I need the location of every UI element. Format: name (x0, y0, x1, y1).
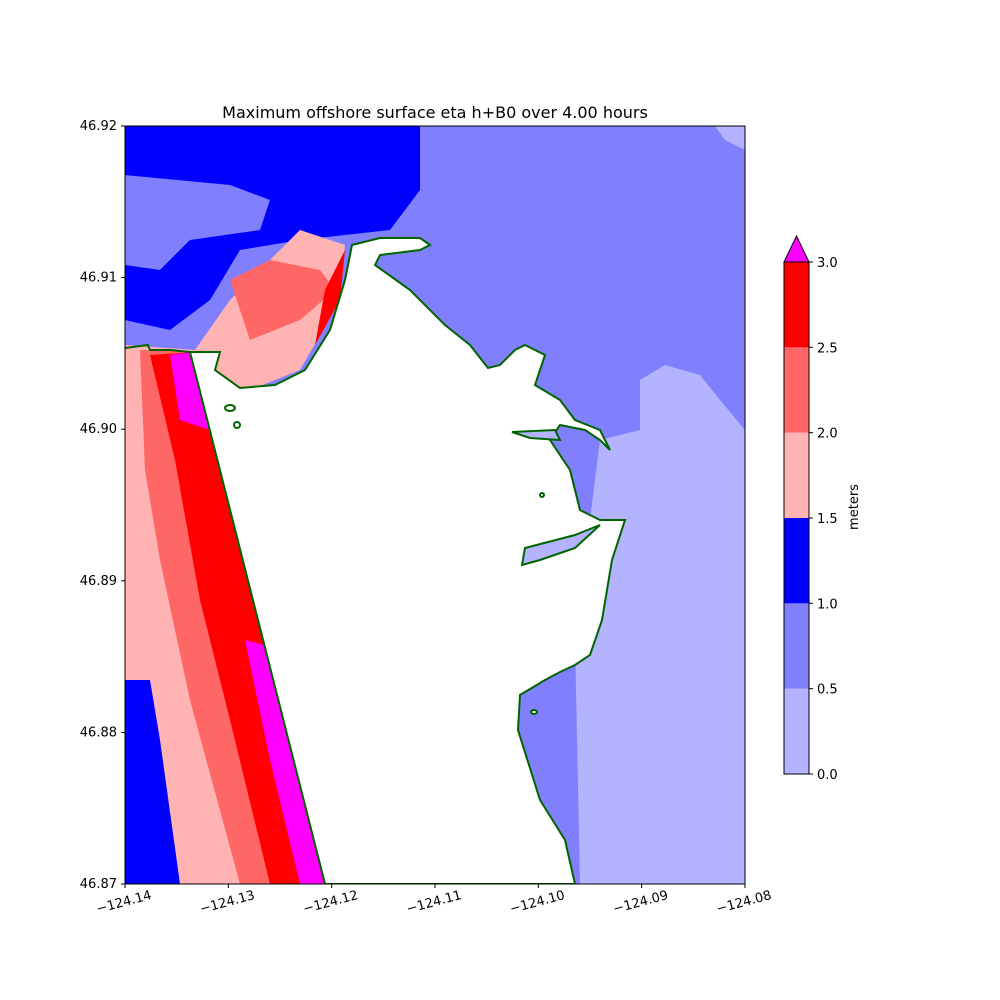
region-level-0.0-0.5-corner (715, 126, 745, 150)
x-axis: −124.14 −124.13 −124.12 −124.11 −124.10 −124.… (95, 884, 773, 917)
map-axes (125, 126, 745, 884)
colorbar-segment (784, 518, 809, 604)
x-tick-label: −124.09 (612, 888, 670, 917)
colorbar-segment (784, 347, 809, 433)
shoreline-slough (511, 428, 562, 442)
colorbar-tick-label: 0.0 (817, 768, 838, 783)
colorbar-segment (784, 688, 809, 774)
y-tick-label: 46.92 (80, 119, 117, 134)
region-level-above-3.0 (170, 352, 325, 884)
x-tick-label: −124.14 (95, 888, 153, 917)
colorbar-tick-label: 1.5 (817, 512, 838, 527)
y-tick-label: 46.87 (80, 877, 117, 892)
x-tick-label: −124.08 (715, 888, 773, 917)
colorbar-label: meters (847, 484, 862, 530)
x-tick-label: −124.12 (302, 888, 360, 917)
colorbar-extend-arrow (783, 234, 810, 263)
chart-title: Maximum offshore surface eta h+B0 over 4… (222, 103, 648, 122)
colorbar-tick-label: 0.5 (817, 683, 838, 698)
colorbar-tick-label: 2.5 (817, 341, 838, 356)
shoreline-inlet (520, 524, 601, 567)
y-tick-label: 46.89 (80, 574, 117, 589)
region-level-0.5-1.0-nw (125, 175, 270, 270)
shoreline-islet-2 (233, 421, 241, 429)
colorbar: 0.0 0.5 1.0 1.5 2.0 2.5 3.0 meters (783, 234, 862, 783)
y-tick-label: 46.91 (80, 271, 117, 286)
region-level-0.0-0.5 (575, 365, 745, 884)
shoreline-islet-4 (530, 709, 538, 715)
colorbar-tick-label: 2.0 (817, 427, 838, 442)
x-tick-label: −124.10 (508, 888, 566, 917)
y-axis: 46.92 46.91 46.90 46.89 46.88 46.87 (80, 119, 125, 892)
y-tick-label: 46.88 (80, 725, 117, 740)
colorbar-segment (784, 432, 809, 518)
region-level-1.0-1.5-south (125, 680, 185, 884)
colorbar-segment (784, 262, 809, 348)
colorbar-tick-label: 1.0 (817, 597, 838, 612)
region-level-2.0-2.5-spit (230, 260, 335, 340)
x-tick-label: −124.13 (198, 888, 256, 917)
shoreline-islet-3 (539, 492, 545, 498)
x-tick-label: −124.11 (405, 888, 463, 917)
colorbar-segment (784, 603, 809, 689)
region-level-1.0-1.5-north (125, 126, 420, 330)
land-mass (188, 237, 627, 884)
y-tick-label: 46.90 (80, 422, 117, 437)
shoreline-spit-north (125, 343, 191, 353)
colorbar-tick-label: 3.0 (817, 256, 838, 271)
shoreline-islet (224, 404, 236, 412)
region-level-2.5-3.0-spit (315, 250, 345, 345)
